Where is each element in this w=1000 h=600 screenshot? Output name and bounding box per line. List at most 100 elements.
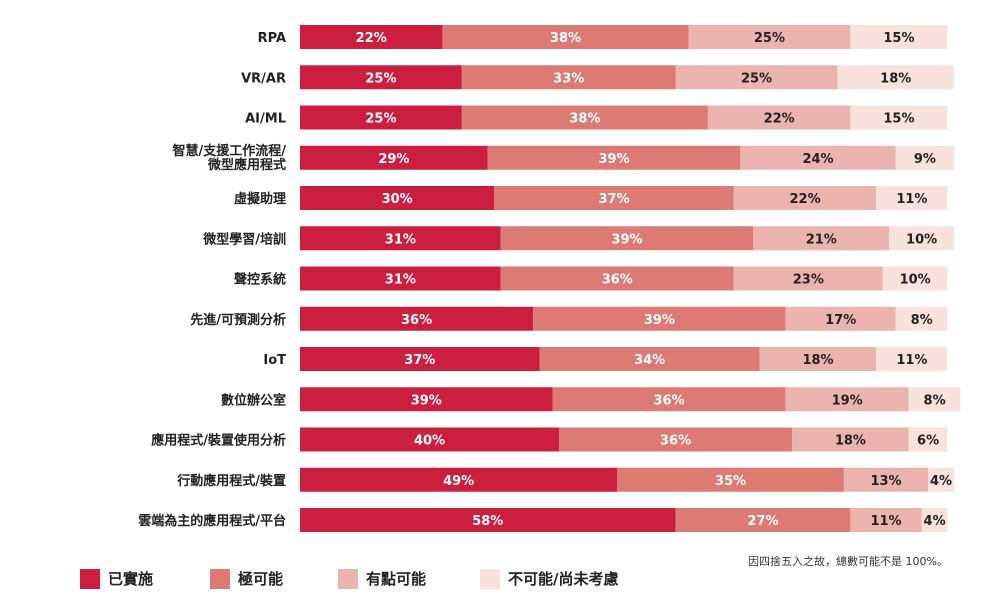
bar-segment-very-likely: [559, 427, 793, 452]
bar-row: 微型學習/培訓 31% 39% 21% 10%: [202, 226, 954, 251]
bar-segment-very-likely: [500, 226, 754, 251]
legend: 已實施 極可能 有點可能 不可能/尚未考慮: [80, 568, 618, 589]
bar-segment-not-likely: [882, 266, 948, 291]
bar-segment-very-likely: [494, 186, 734, 210]
bar-segment-somewhat-likely: [675, 65, 838, 90]
data-label-very-likely: 38%: [569, 112, 600, 127]
data-label-very-likely: 27%: [747, 514, 778, 529]
bar-segment-very-likely: [461, 105, 708, 130]
bar-segment-very-likely: [617, 467, 844, 492]
data-label-very-likely: 39%: [611, 232, 642, 247]
data-label-implemented: 29%: [378, 152, 409, 167]
legend-item-somewhat-likely: 有點可能: [338, 568, 480, 589]
legend-item-not-likely: 不可能/尚未考慮: [480, 568, 618, 589]
category-label: 先進/可預測分析: [190, 312, 286, 328]
bar-row: 雲端為主的應用程式/平台 58% 27% 11% 4%: [138, 508, 948, 532]
category-label: 微型學習/培訓: [202, 231, 286, 247]
data-label-not-likely: 18%: [880, 71, 911, 86]
data-label-not-likely: 15%: [883, 112, 914, 127]
legend-item-implemented: 已實施: [80, 568, 210, 589]
bar-segment-not-likely: [921, 508, 948, 532]
bar-segment-somewhat-likely: [740, 145, 896, 170]
legend-swatch-somewhat-likely: [338, 568, 358, 589]
bar-segment-very-likely: [487, 145, 741, 170]
data-label-implemented: 31%: [385, 232, 416, 247]
legend-label-implemented: 已實施: [108, 570, 154, 588]
bar-segment-implemented: [300, 186, 495, 210]
bar-segment-not-likely: [889, 226, 954, 251]
bar-segment-somewhat-likely: [733, 266, 883, 291]
bar-segment-implemented: [300, 508, 676, 532]
bar-row: 智慧/支援工作流程/微型應用程式 29% 39% 24% 9%: [173, 143, 954, 173]
data-label-implemented: 49%: [443, 474, 474, 489]
category-label: 行動應用程式/裝置: [176, 473, 286, 489]
bar-segment-not-likely: [876, 186, 948, 210]
bar-segment-implemented: [300, 65, 462, 90]
data-label-implemented: 58%: [472, 514, 503, 529]
bar-row: 聲控系統 31% 36% 23% 10%: [234, 266, 948, 291]
data-label-implemented: 36%: [401, 313, 432, 328]
bar-segment-very-likely: [533, 306, 786, 331]
bar-segment-implemented: [300, 266, 501, 291]
category-label: RPA: [258, 31, 286, 46]
legend-swatch-not-likely: [480, 568, 500, 589]
data-label-somewhat-likely: 11%: [870, 514, 901, 529]
data-label-somewhat-likely: 22%: [764, 112, 795, 127]
bar-row: 先進/可預測分析 36% 39% 17% 8%: [190, 306, 948, 331]
data-label-very-likely: 38%: [550, 31, 581, 46]
data-label-not-likely: 8%: [924, 393, 946, 408]
data-label-not-likely: 15%: [883, 31, 914, 46]
bar-segment-implemented: [300, 226, 501, 251]
bar-segment-somewhat-likely: [850, 508, 922, 532]
bar-segment-very-likely: [461, 65, 676, 90]
data-label-implemented: 39%: [411, 393, 442, 408]
bar-segment-somewhat-likely: [759, 347, 877, 371]
category-label: 虛擬助理: [234, 191, 286, 207]
bar-segment-implemented: [300, 306, 534, 331]
data-label-implemented: 30%: [382, 192, 413, 207]
bar-row: IoT 37% 34% 18% 11%: [263, 347, 948, 371]
data-label-somewhat-likely: 24%: [802, 152, 833, 167]
data-label-not-likely: 10%: [900, 273, 931, 288]
bar-segment-very-likely: [552, 387, 786, 412]
bar-segment-not-likely: [850, 25, 948, 49]
bar-segment-not-likely: [928, 467, 954, 492]
data-label-not-likely: 11%: [896, 192, 927, 207]
bar-row: 虛擬助理 30% 37% 22% 11%: [234, 186, 948, 210]
data-label-very-likely: 35%: [715, 474, 746, 489]
data-label-implemented: 31%: [385, 273, 416, 288]
category-label: 智慧/支援工作流程/微型應用程式: [173, 143, 287, 173]
bar-segment-implemented: [300, 427, 560, 452]
data-label-not-likely: 8%: [911, 313, 933, 328]
data-label-somewhat-likely: 13%: [870, 474, 901, 489]
legend-label-somewhat-likely: 有點可能: [366, 570, 427, 588]
legend-label-very-likely: 極可能: [238, 570, 284, 588]
legend-swatch-very-likely: [210, 568, 230, 589]
bar-segment-somewhat-likely: [843, 467, 929, 492]
bar-row: 數位辦公室 39% 36% 19% 8%: [221, 387, 961, 412]
bar-segment-somewhat-likely: [785, 387, 909, 412]
bar-segment-not-likely: [908, 387, 961, 412]
legend-label-not-likely: 不可能/尚未考慮: [508, 570, 619, 588]
category-label: 聲控系統: [234, 272, 286, 288]
bar-segment-not-likely: [908, 427, 948, 452]
bar-segment-somewhat-likely: [785, 306, 896, 331]
data-label-somewhat-likely: 23%: [793, 273, 824, 288]
data-label-somewhat-likely: 21%: [806, 232, 837, 247]
data-label-very-likely: 34%: [634, 353, 665, 368]
data-label-not-likely: 6%: [917, 434, 939, 449]
category-label-line: 智慧/支援工作流程/: [173, 143, 287, 159]
category-label: 應用程式/裝置使用分析: [151, 433, 286, 449]
data-label-somewhat-likely: 18%: [835, 434, 866, 449]
bar-row: VR/AR 25% 33% 25% 18%: [241, 65, 954, 90]
category-label: IoT: [263, 353, 286, 368]
bar-segment-very-likely: [675, 508, 851, 532]
data-label-implemented: 22%: [356, 31, 387, 46]
bar-segment-not-likely: [876, 347, 948, 371]
category-label-line: 微型應用程式: [207, 157, 286, 173]
bar-segment-not-likely: [837, 65, 954, 90]
category-label: AI/ML: [245, 112, 286, 127]
bar-segment-not-likely: [895, 306, 948, 331]
legend-swatch-implemented: [80, 568, 100, 589]
data-label-implemented: 37%: [404, 353, 435, 368]
